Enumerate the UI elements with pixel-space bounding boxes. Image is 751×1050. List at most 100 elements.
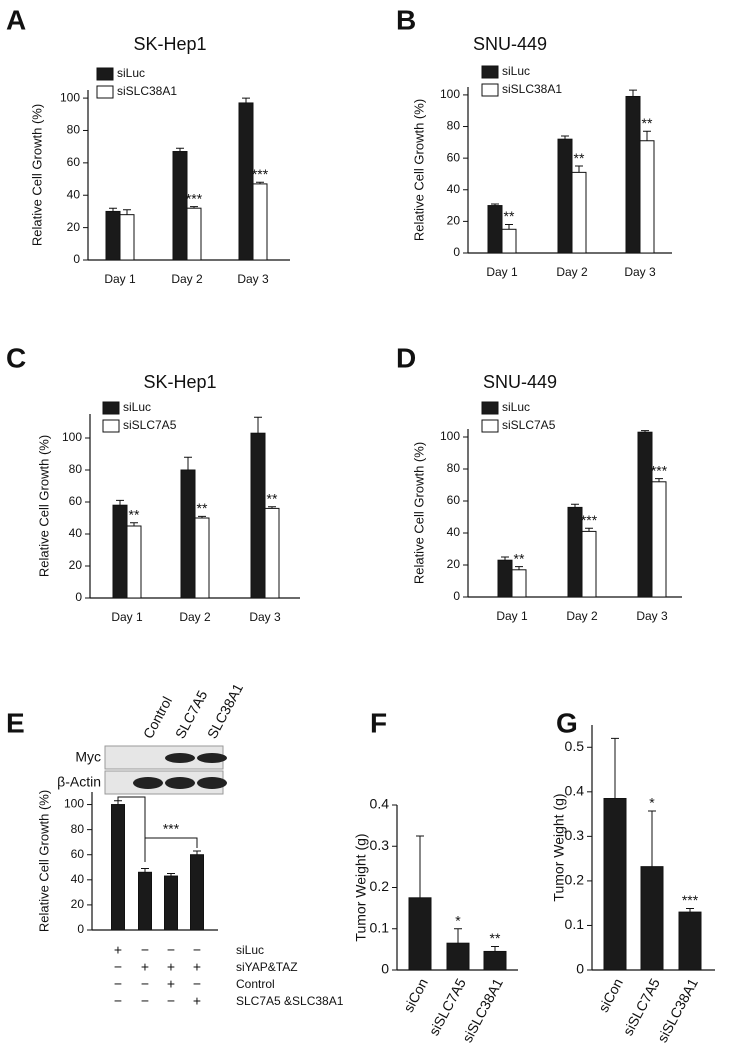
error-bar bbox=[254, 416, 262, 434]
error-bar bbox=[130, 522, 138, 526]
error-bar bbox=[167, 873, 175, 877]
bar bbox=[487, 205, 503, 254]
panel-letter: B bbox=[396, 4, 416, 35]
x-tick-label: Day 1 bbox=[104, 272, 136, 286]
blot-band bbox=[197, 753, 227, 763]
bar bbox=[501, 228, 517, 254]
y-tick-label: 80 bbox=[69, 462, 83, 476]
y-axis-label: Relative Cell Growth (%) bbox=[36, 435, 51, 577]
significance-label: ** bbox=[504, 208, 515, 224]
y-tick-label: 100 bbox=[440, 87, 460, 101]
blot-row-label: β-Actin bbox=[57, 774, 101, 790]
y-tick-label: 60 bbox=[447, 150, 461, 164]
error-bar bbox=[198, 515, 206, 518]
bar bbox=[250, 432, 266, 599]
treatment-sign: − bbox=[193, 976, 201, 992]
legend-swatch bbox=[102, 401, 120, 415]
y-axis-label: Relative Cell Growth (%) bbox=[411, 442, 426, 584]
y-axis-label: Tumor Weight (g) bbox=[353, 833, 369, 941]
y-tick-label: 0 bbox=[576, 961, 584, 977]
bar bbox=[497, 559, 513, 598]
blot-band bbox=[165, 753, 195, 763]
bar bbox=[581, 530, 597, 598]
treatment-sign: − bbox=[141, 993, 149, 1009]
bar bbox=[252, 183, 268, 261]
y-tick-label: 40 bbox=[69, 526, 83, 540]
error-bar bbox=[585, 527, 593, 532]
treatment-name: Control bbox=[236, 977, 275, 991]
blot-band bbox=[133, 777, 163, 789]
treatment-name: siLuc bbox=[236, 943, 264, 957]
y-tick-label: 100 bbox=[64, 797, 84, 811]
panel-letter: E bbox=[6, 707, 25, 738]
bar bbox=[637, 431, 653, 598]
error-bar bbox=[571, 503, 579, 508]
bracket bbox=[144, 837, 198, 848]
error-bar bbox=[123, 209, 131, 215]
treatment-sign: + bbox=[193, 959, 201, 975]
y-tick-label: 0 bbox=[381, 961, 389, 977]
y-tick-label: 0.1 bbox=[370, 919, 390, 935]
legend-label: siLuc bbox=[117, 66, 145, 80]
bar bbox=[446, 942, 470, 971]
legend-swatch bbox=[481, 401, 499, 415]
y-tick-label: 0.3 bbox=[565, 827, 585, 843]
bar bbox=[138, 871, 152, 931]
y-tick-label: 0.3 bbox=[370, 837, 390, 853]
y-tick-label: 0.1 bbox=[565, 916, 585, 932]
legend-swatch bbox=[96, 85, 114, 99]
x-tick-label: Day 2 bbox=[566, 609, 598, 623]
y-tick-label: 0 bbox=[75, 590, 82, 604]
x-tick-label: Day 1 bbox=[111, 610, 143, 624]
bar bbox=[112, 504, 128, 599]
y-axis-label: Relative Cell Growth (%) bbox=[411, 99, 426, 241]
legend-label: siSLC7A5 bbox=[502, 418, 556, 432]
treatment-sign: + bbox=[167, 976, 175, 992]
y-tick-label: 80 bbox=[71, 822, 85, 836]
y-tick-label: 100 bbox=[440, 429, 460, 443]
significance-label: ** bbox=[197, 500, 208, 516]
x-tick-label: Day 3 bbox=[624, 265, 656, 279]
treatment-sign: − bbox=[141, 942, 149, 958]
error-bar bbox=[491, 203, 499, 206]
chart-title: SK-Hep1 bbox=[133, 34, 206, 54]
error-bar bbox=[611, 737, 619, 799]
legend-label: siLuc bbox=[502, 400, 530, 414]
significance-label: ** bbox=[642, 115, 653, 131]
treatment-sign: − bbox=[114, 959, 122, 975]
error-bar bbox=[515, 566, 523, 570]
legend-swatch bbox=[481, 83, 499, 97]
bar bbox=[194, 517, 210, 599]
error-bar bbox=[575, 165, 583, 173]
y-tick-label: 40 bbox=[447, 525, 461, 539]
error-bar bbox=[193, 850, 201, 855]
error-bar bbox=[686, 908, 694, 913]
legend-swatch bbox=[481, 419, 499, 433]
error-bar bbox=[641, 430, 649, 433]
x-tick-label: Day 3 bbox=[249, 610, 281, 624]
significance-label: * bbox=[649, 795, 655, 811]
treatment-sign: + bbox=[141, 959, 149, 975]
panel-letter: C bbox=[6, 342, 26, 373]
bar bbox=[651, 481, 667, 598]
bracket-label: *** bbox=[163, 821, 180, 837]
error-bar bbox=[655, 478, 663, 482]
y-tick-label: 40 bbox=[71, 872, 85, 886]
significance-label: *** bbox=[186, 190, 203, 206]
significance-label: *** bbox=[651, 462, 668, 478]
x-tick-label: Day 3 bbox=[636, 609, 668, 623]
treatment-sign: − bbox=[114, 976, 122, 992]
bar bbox=[408, 897, 432, 971]
significance-label: *** bbox=[252, 166, 269, 182]
error-bar bbox=[268, 506, 276, 509]
significance-label: ** bbox=[490, 930, 501, 946]
x-tick-label: Day 1 bbox=[486, 265, 518, 279]
legend-swatch bbox=[481, 65, 499, 79]
bar bbox=[603, 798, 627, 971]
y-axis-label: Relative Cell Growth (%) bbox=[36, 790, 51, 932]
error-bar bbox=[141, 868, 149, 873]
bar bbox=[186, 207, 202, 261]
bar bbox=[126, 525, 142, 599]
y-tick-label: 0.4 bbox=[565, 783, 585, 799]
bar bbox=[483, 950, 507, 971]
